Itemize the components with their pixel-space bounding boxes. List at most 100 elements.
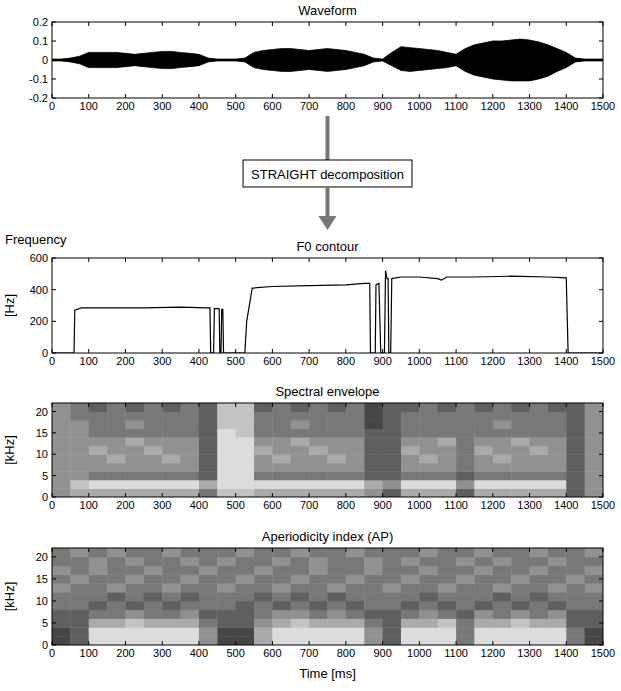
- y-tick-label: 20: [36, 551, 48, 563]
- heat-cell: [548, 488, 567, 497]
- x-tick-label: 1000: [407, 100, 431, 112]
- heat-cell: [125, 557, 144, 566]
- heat-cell: [548, 471, 567, 480]
- heat-cell: [199, 627, 218, 636]
- heat-cell: [236, 446, 255, 455]
- heat-cell: [346, 548, 365, 557]
- heat-cell: [254, 574, 273, 583]
- arrow-head: [319, 216, 337, 230]
- x-tick-label: 1000: [407, 647, 431, 659]
- x-tick-label: 1500: [591, 499, 615, 511]
- heat-cell: [548, 610, 567, 619]
- y-tick: [52, 258, 56, 259]
- heat-cell: [530, 420, 549, 429]
- heat-cell: [456, 420, 475, 429]
- heat-cell: [70, 471, 89, 480]
- heat-cell: [419, 403, 438, 412]
- heat-cell: [548, 420, 567, 429]
- heat-cell: [530, 627, 549, 636]
- heat-cell: [144, 574, 163, 583]
- heat-cell: [291, 557, 310, 566]
- heat-cell: [89, 592, 108, 601]
- heat-cell: [328, 437, 347, 446]
- heat-cell: [548, 480, 567, 489]
- heat-cell: [181, 437, 200, 446]
- heat-cell: [530, 557, 549, 566]
- heat-cell: [401, 446, 420, 455]
- heat-cell: [493, 583, 512, 592]
- x-tick-label: 400: [190, 100, 208, 112]
- heat-cell: [383, 601, 402, 610]
- y-tick: [52, 600, 56, 601]
- heat-cell: [144, 437, 163, 446]
- arrow-shaft: [326, 116, 330, 160]
- heat-cell: [566, 480, 585, 489]
- heat-cell: [125, 471, 144, 480]
- heat-cell: [89, 601, 108, 610]
- x-tick: [235, 94, 236, 98]
- heat-cell: [236, 627, 255, 636]
- heat-cell: [144, 636, 163, 645]
- heat-cell: [272, 627, 291, 636]
- heat-cell: [530, 446, 549, 455]
- heat-cell: [548, 446, 567, 455]
- heat-cell: [70, 592, 89, 601]
- heat-cell: [364, 627, 383, 636]
- heat-cell: [309, 412, 328, 421]
- heat-cell: [328, 446, 347, 455]
- heat-cell: [272, 566, 291, 575]
- heat-cell: [107, 619, 126, 628]
- heat-cell: [383, 548, 402, 557]
- x-tick: [529, 548, 530, 552]
- heat-cell: [70, 601, 89, 610]
- heat-cell: [70, 412, 89, 421]
- heat-cell: [254, 636, 273, 645]
- heat-cell: [530, 471, 549, 480]
- y-tick-label: 0: [42, 639, 48, 651]
- y-tick: [52, 353, 56, 354]
- heat-cell: [52, 566, 71, 575]
- heat-cell: [309, 636, 328, 645]
- y-tick: [52, 454, 56, 455]
- y-tick: [599, 79, 603, 80]
- heat-cell: [566, 412, 585, 421]
- heat-cell: [181, 429, 200, 438]
- heat-cell: [89, 437, 108, 446]
- x-tick: [125, 493, 126, 497]
- heat-cell: [144, 446, 163, 455]
- heat-cell: [217, 420, 236, 429]
- heat-cell: [291, 610, 310, 619]
- heat-cell: [419, 548, 438, 557]
- heat-cell: [70, 619, 89, 628]
- heat-cell: [107, 412, 126, 421]
- x-tick-label: 600: [263, 100, 281, 112]
- x-tick: [52, 258, 53, 262]
- heat-cell: [456, 592, 475, 601]
- heat-cell: [383, 574, 402, 583]
- heat-cell: [328, 636, 347, 645]
- x-tick: [235, 641, 236, 645]
- figure: 0100200300400500600700800900100011001200…: [0, 0, 621, 691]
- heat-cell: [401, 557, 420, 566]
- x-tick: [492, 349, 493, 353]
- heat-cell: [181, 592, 200, 601]
- x-tick: [235, 493, 236, 497]
- heat-cell: [181, 619, 200, 628]
- y-tick: [52, 79, 56, 80]
- heat-cell: [162, 446, 181, 455]
- x-tick-label: 500: [226, 355, 244, 367]
- x-tick: [419, 548, 420, 552]
- heat-cell: [199, 420, 218, 429]
- heat-cell: [493, 610, 512, 619]
- heat-cell: [548, 627, 567, 636]
- x-tick: [603, 349, 604, 353]
- heat-cell: [291, 463, 310, 472]
- panel-title: Aperiodicity index (AP): [262, 529, 394, 544]
- heat-cell: [419, 420, 438, 429]
- heat-cell: [566, 403, 585, 412]
- heat-cell: [291, 601, 310, 610]
- x-tick: [272, 349, 273, 353]
- x-tick: [492, 22, 493, 26]
- x-tick-label: 400: [190, 647, 208, 659]
- heat-cell: [52, 601, 71, 610]
